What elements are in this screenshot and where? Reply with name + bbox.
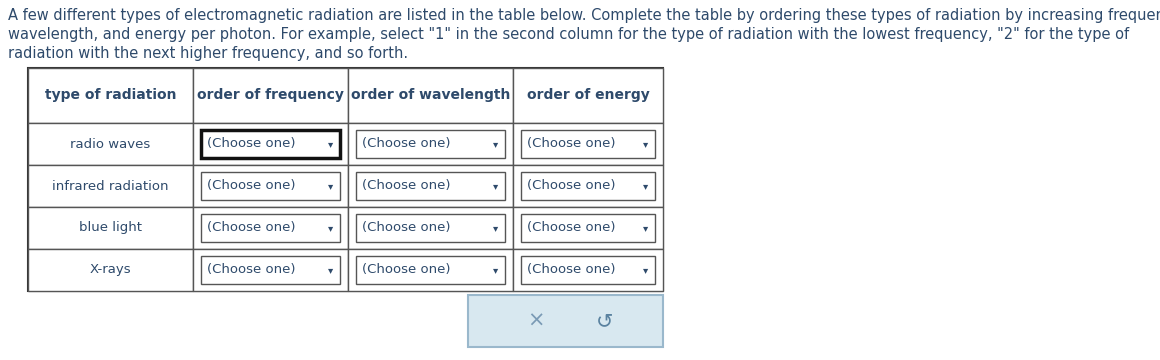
Bar	[201, 172, 340, 200]
Bar	[356, 130, 505, 158]
Text: radiation with the next higher frequency, and so forth.: radiation with the next higher frequency…	[8, 46, 408, 61]
Text: ▾: ▾	[643, 139, 648, 149]
Bar	[356, 256, 505, 284]
Text: blue light: blue light	[79, 221, 142, 234]
Text: (Choose one): (Choose one)	[206, 180, 296, 193]
Bar	[521, 130, 655, 158]
Bar	[521, 214, 655, 242]
Text: ↺: ↺	[596, 311, 614, 331]
Bar	[193, 207, 348, 249]
Bar	[28, 68, 193, 123]
Text: ▾: ▾	[643, 223, 648, 233]
Bar	[513, 123, 664, 165]
Text: (Choose one): (Choose one)	[362, 264, 450, 276]
Text: (Choose one): (Choose one)	[206, 138, 296, 150]
Text: ▾: ▾	[328, 265, 333, 275]
Text: order of wavelength: order of wavelength	[350, 89, 510, 103]
Text: (Choose one): (Choose one)	[527, 138, 616, 150]
Bar	[467, 295, 664, 347]
Text: (Choose one): (Choose one)	[362, 221, 450, 234]
Text: (Choose one): (Choose one)	[527, 180, 616, 193]
Bar	[356, 214, 505, 242]
Bar	[348, 207, 513, 249]
Bar	[348, 165, 513, 207]
Text: radio waves: radio waves	[71, 138, 151, 150]
Text: ×: ×	[528, 311, 545, 331]
Text: ▾: ▾	[493, 139, 498, 149]
Bar	[201, 256, 340, 284]
Bar	[521, 256, 655, 284]
Text: (Choose one): (Choose one)	[206, 264, 296, 276]
Bar	[28, 68, 664, 291]
Bar	[513, 249, 664, 291]
Text: infrared radiation: infrared radiation	[52, 180, 168, 193]
Bar	[193, 249, 348, 291]
Bar	[193, 165, 348, 207]
Text: ▾: ▾	[643, 265, 648, 275]
Text: (Choose one): (Choose one)	[362, 138, 450, 150]
Bar	[28, 165, 193, 207]
Text: A few different types of electromagnetic radiation are listed in the table below: A few different types of electromagnetic…	[8, 8, 1160, 23]
Text: ▾: ▾	[328, 139, 333, 149]
Bar	[201, 130, 340, 158]
Text: ▾: ▾	[493, 223, 498, 233]
Bar	[348, 123, 513, 165]
Bar	[348, 249, 513, 291]
Bar	[348, 68, 513, 123]
Text: X-rays: X-rays	[89, 264, 131, 276]
Bar	[513, 68, 664, 123]
Bar	[513, 207, 664, 249]
Bar	[201, 214, 340, 242]
Bar	[193, 123, 348, 165]
Text: (Choose one): (Choose one)	[362, 180, 450, 193]
Bar	[28, 249, 193, 291]
Bar	[28, 123, 193, 165]
Text: type of radiation: type of radiation	[45, 89, 176, 103]
Text: (Choose one): (Choose one)	[527, 221, 616, 234]
Bar	[193, 68, 348, 123]
Bar	[28, 207, 193, 249]
Text: ▾: ▾	[328, 181, 333, 191]
Text: (Choose one): (Choose one)	[527, 264, 616, 276]
Text: wavelength, and energy per photon. For example, select "1" in the second column : wavelength, and energy per photon. For e…	[8, 27, 1129, 42]
Text: order of frequency: order of frequency	[197, 89, 343, 103]
Bar	[521, 172, 655, 200]
Text: ▾: ▾	[643, 181, 648, 191]
Text: ▾: ▾	[493, 265, 498, 275]
Text: ▾: ▾	[493, 181, 498, 191]
Text: ▾: ▾	[328, 223, 333, 233]
Text: (Choose one): (Choose one)	[206, 221, 296, 234]
Bar	[513, 165, 664, 207]
Bar	[356, 172, 505, 200]
Text: order of energy: order of energy	[527, 89, 650, 103]
